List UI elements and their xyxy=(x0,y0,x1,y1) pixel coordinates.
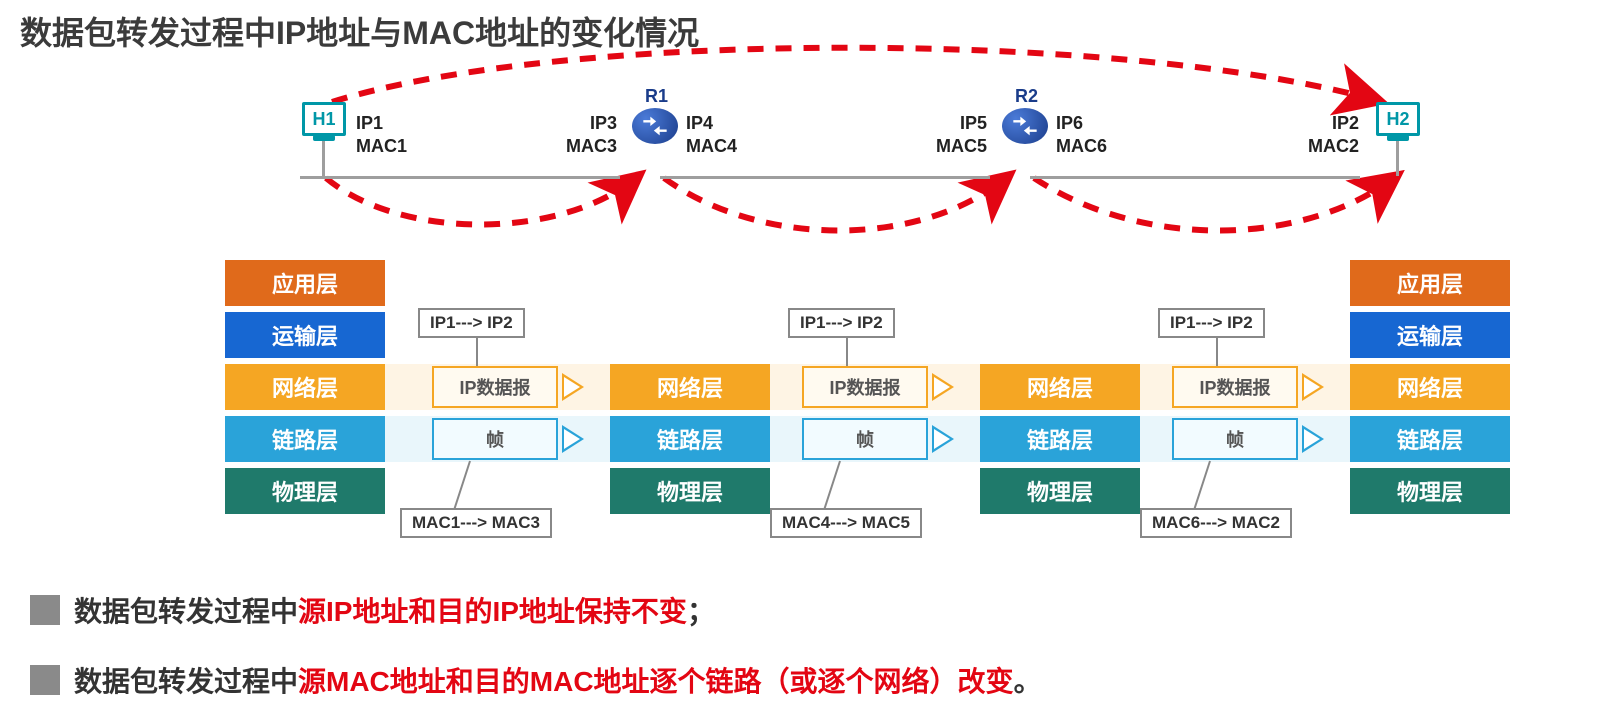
iface-r1-right: IP4 MAC4 xyxy=(686,112,737,159)
lbl-mac-3: MAC6---> MAC2 xyxy=(1140,508,1292,538)
iface-r2-left: IP5 MAC5 xyxy=(936,112,987,159)
layer-trans: 运输层 xyxy=(225,312,385,358)
iface-r1l-mac: MAC3 xyxy=(566,135,617,158)
router-r1-label: R1 xyxy=(645,86,668,107)
lbl-mac-2: MAC4---> MAC5 xyxy=(770,508,922,538)
router-r1 xyxy=(632,108,678,144)
arrow-icon xyxy=(562,425,584,453)
lbl-ip-1: IP1---> IP2 xyxy=(418,308,525,338)
pkt-frame-2-text: 帧 xyxy=(856,426,874,452)
bullet-2: 数据包转发过程中 源MAC地址和目的MAC地址逐个链路（或逐个网络）改变 。 xyxy=(30,660,1042,700)
arrow-icon xyxy=(1302,425,1324,453)
lbl-line xyxy=(846,338,848,366)
iface-r1r-ip: IP4 xyxy=(686,112,737,135)
arrow-icon xyxy=(562,373,584,401)
pkt-ip-3: IP数据报 xyxy=(1172,366,1298,408)
lbl-mac-1: MAC1---> MAC3 xyxy=(400,508,552,538)
bullet-1-post: ； xyxy=(687,590,715,630)
iface-h1-ip: IP1 xyxy=(356,112,407,135)
layer-phy: 物理层 xyxy=(980,468,1140,514)
layer-app: 应用层 xyxy=(1350,260,1510,306)
layer-net: 网络层 xyxy=(980,364,1140,410)
bullet-2-red: 源MAC地址和目的MAC地址逐个链路（或逐个网络）改变 xyxy=(298,660,1014,700)
lbl-ip-3: IP1---> IP2 xyxy=(1158,308,1265,338)
layer-phy: 物理层 xyxy=(610,468,770,514)
diagram-stage: 数据包转发过程中IP地址与MAC地址的变化情况 H1 H2 R1 R2 IP1 xyxy=(0,0,1620,720)
pkt-ip-2: IP数据报 xyxy=(802,366,928,408)
stack-h1: 应用层 运输层 网络层 链路层 物理层 xyxy=(225,260,385,520)
stack-r1: 网络层 链路层 物理层 xyxy=(610,364,770,520)
layer-app: 应用层 xyxy=(225,260,385,306)
layer-phy: 物理层 xyxy=(225,468,385,514)
drop-h1 xyxy=(322,140,325,176)
layer-net: 网络层 xyxy=(225,364,385,410)
lbl-line xyxy=(1216,338,1218,366)
bullet-2-pre: 数据包转发过程中 xyxy=(74,660,298,700)
layer-trans: 运输层 xyxy=(1350,312,1510,358)
arrow-icon xyxy=(1302,373,1324,401)
bullet-square-icon xyxy=(30,595,60,625)
layer-link: 链路层 xyxy=(1350,416,1510,462)
iface-r2r-ip: IP6 xyxy=(1056,112,1107,135)
layer-phy: 物理层 xyxy=(1350,468,1510,514)
arrow-icon xyxy=(932,425,954,453)
iface-r1r-mac: MAC4 xyxy=(686,135,737,158)
layer-net: 网络层 xyxy=(1350,364,1510,410)
layer-link: 链路层 xyxy=(610,416,770,462)
pkt-ip-3-text: IP数据报 xyxy=(1199,374,1270,400)
lbl-line xyxy=(1194,461,1211,509)
pkt-ip-2-text: IP数据报 xyxy=(829,374,900,400)
iface-r2l-mac: MAC5 xyxy=(936,135,987,158)
bullet-1: 数据包转发过程中 源IP地址和目的IP地址保持不变 ； xyxy=(30,590,715,630)
layer-net: 网络层 xyxy=(610,364,770,410)
lbl-line xyxy=(476,338,478,366)
host-h1: H1 xyxy=(302,102,346,136)
drop-h2 xyxy=(1396,140,1399,176)
lbl-line xyxy=(454,461,471,509)
host-h2-label: H2 xyxy=(1386,109,1409,130)
layer-link: 链路层 xyxy=(225,416,385,462)
iface-h1: IP1 MAC1 xyxy=(356,112,407,159)
page-title: 数据包转发过程中IP地址与MAC地址的变化情况 xyxy=(20,8,699,54)
pkt-frame-3: 帧 xyxy=(1172,418,1298,460)
iface-h2: IP2 MAC2 xyxy=(1308,112,1359,159)
iface-r2-right: IP6 MAC6 xyxy=(1056,112,1107,159)
iface-h1-mac: MAC1 xyxy=(356,135,407,158)
pkt-frame-1: 帧 xyxy=(432,418,558,460)
bullet-2-post: 。 xyxy=(1014,660,1042,700)
lbl-ip-2: IP1---> IP2 xyxy=(788,308,895,338)
bus-seg-1 xyxy=(300,176,620,179)
iface-r1-left: IP3 MAC3 xyxy=(566,112,617,159)
pkt-ip-1-text: IP数据报 xyxy=(459,374,530,400)
iface-h2-ip: IP2 xyxy=(1308,112,1359,135)
iface-r1l-ip: IP3 xyxy=(566,112,617,135)
layer-link: 链路层 xyxy=(980,416,1140,462)
pkt-frame-1-text: 帧 xyxy=(486,426,504,452)
arrow-icon xyxy=(932,373,954,401)
bus-seg-3 xyxy=(1030,176,1360,179)
host-h2: H2 xyxy=(1376,102,1420,136)
pkt-frame-3-text: 帧 xyxy=(1226,426,1244,452)
iface-r2l-ip: IP5 xyxy=(936,112,987,135)
host-h1-label: H1 xyxy=(312,109,335,130)
iface-h2-mac: MAC2 xyxy=(1308,135,1359,158)
bullet-square-icon xyxy=(30,665,60,695)
bullet-1-red: 源IP地址和目的IP地址保持不变 xyxy=(298,590,687,630)
stack-h2: 应用层 运输层 网络层 链路层 物理层 xyxy=(1350,260,1510,520)
pkt-ip-1: IP数据报 xyxy=(432,366,558,408)
bullet-1-pre: 数据包转发过程中 xyxy=(74,590,298,630)
router-r2-label: R2 xyxy=(1015,86,1038,107)
lbl-line xyxy=(824,461,841,509)
router-r2 xyxy=(1002,108,1048,144)
bus-seg-2 xyxy=(660,176,990,179)
iface-r2r-mac: MAC6 xyxy=(1056,135,1107,158)
stack-r2: 网络层 链路层 物理层 xyxy=(980,364,1140,520)
pkt-frame-2: 帧 xyxy=(802,418,928,460)
